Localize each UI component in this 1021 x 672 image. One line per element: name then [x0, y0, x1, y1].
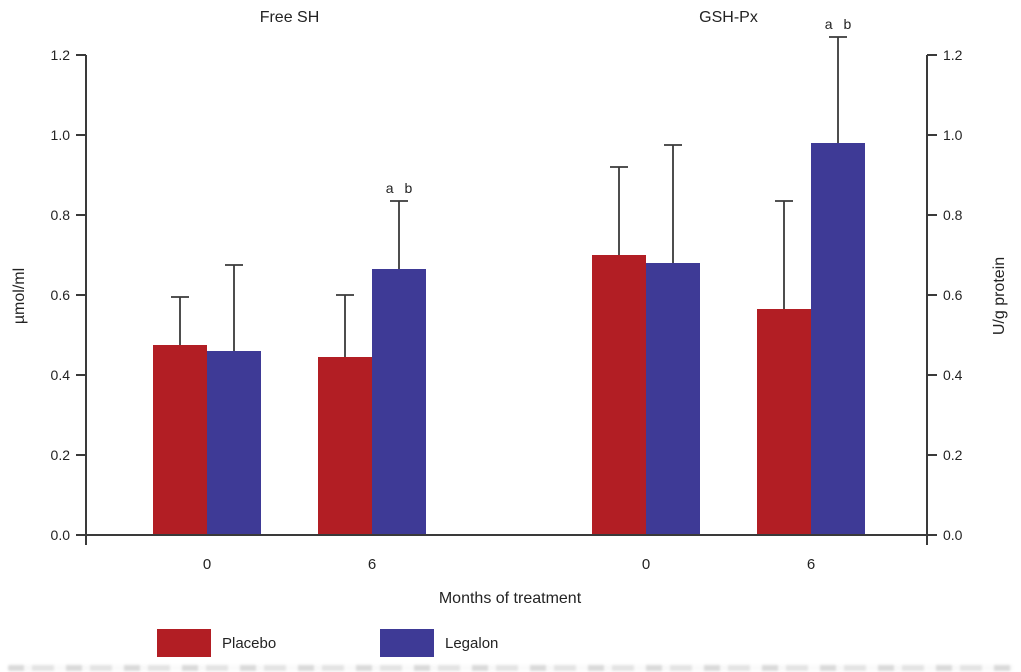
left-y-tick-label-0.6: 0.6 — [51, 287, 71, 303]
panel-title-free-sh: Free SH — [260, 9, 320, 26]
x-axis-label: Months of treatment — [439, 590, 582, 607]
right-y-tick-label-0.2: 0.2 — [943, 447, 963, 463]
left-y-tick-label-0.8: 0.8 — [51, 207, 71, 223]
panel-title-gsh-px: GSH-Px — [699, 9, 758, 26]
legend-label-legalon: Legalon — [445, 635, 498, 652]
left-y-tick-label-1.2: 1.2 — [51, 47, 71, 63]
right-y-tick-label-0.0: 0.0 — [943, 527, 963, 543]
right-y-tick-label-0.8: 0.8 — [943, 207, 963, 223]
legend-label-placebo: Placebo — [222, 635, 276, 652]
significance-annotation: a b — [825, 16, 852, 32]
bar-placebo-month-0 — [592, 255, 646, 535]
right-y-tick-label-0.4: 0.4 — [943, 367, 963, 383]
cropped-caption-remnant — [8, 665, 1013, 671]
x-tick-label-month-0: 0 — [642, 556, 650, 573]
legend-swatch-legalon — [380, 629, 434, 657]
left-y-axis-label: µmol/ml — [11, 268, 28, 324]
left-y-tick-label-0.0: 0.0 — [51, 527, 71, 543]
left-y-tick-label-1.0: 1.0 — [51, 127, 71, 143]
x-tick-label-month-6: 6 — [807, 556, 815, 573]
left-y-tick-label-0.4: 0.4 — [51, 367, 71, 383]
legend-swatch-placebo — [157, 629, 211, 657]
significance-annotation: a b — [386, 180, 413, 196]
x-tick-label-month-0: 0 — [203, 556, 211, 573]
x-tick-label-month-6: 6 — [368, 556, 376, 573]
bar-legalon-month-6 — [372, 269, 426, 535]
bar-placebo-month-0 — [153, 345, 207, 535]
bar-placebo-month-6 — [318, 357, 372, 535]
bar-legalon-month-0 — [646, 263, 700, 535]
right-y-tick-label-1.0: 1.0 — [943, 127, 963, 143]
bar-placebo-month-6 — [757, 309, 811, 535]
right-y-axis-label: U/g protein — [991, 257, 1008, 335]
right-y-tick-label-1.2: 1.2 — [943, 47, 963, 63]
bar-legalon-month-6 — [811, 143, 865, 535]
left-y-tick-label-0.2: 0.2 — [51, 447, 71, 463]
right-y-tick-label-0.6: 0.6 — [943, 287, 963, 303]
bar-legalon-month-0 — [207, 351, 261, 535]
